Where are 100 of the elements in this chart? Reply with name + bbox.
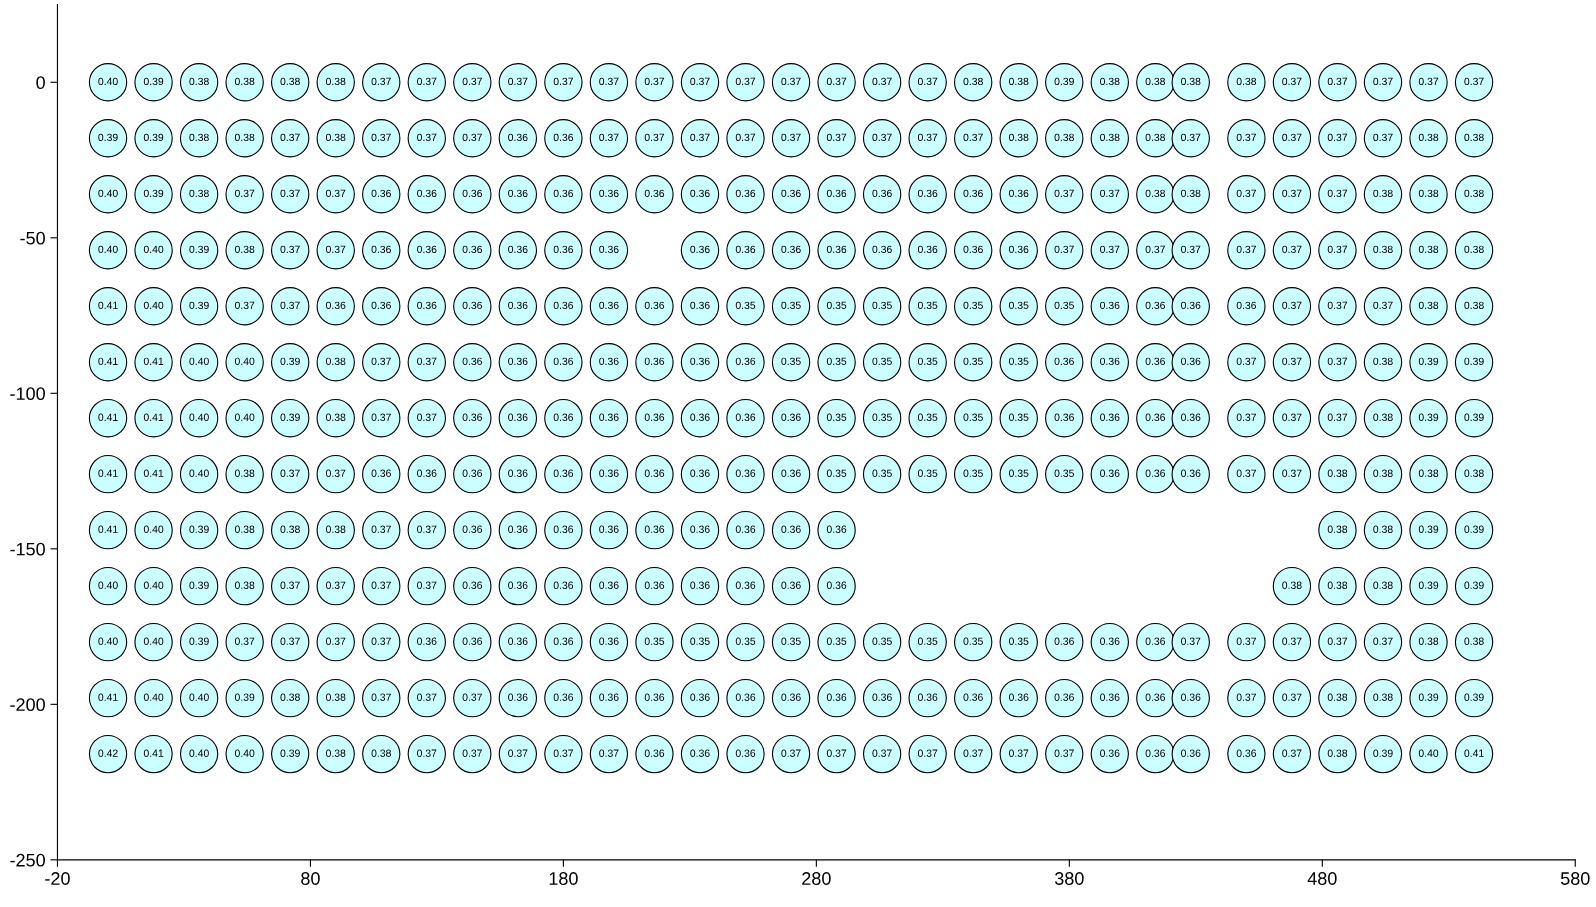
annotation: 0.35: [872, 469, 892, 477]
annotation: 0.40: [143, 581, 164, 589]
annotation: 0.36: [690, 693, 710, 701]
annotation: 0.36: [963, 693, 983, 701]
annotation: 0.39: [143, 133, 164, 142]
annotation: 0.36: [599, 693, 619, 701]
annotation: 0.36: [963, 189, 983, 198]
annotation: 0.35: [963, 637, 983, 645]
annotation: 0.36: [508, 525, 528, 533]
annotation: 0.36: [553, 525, 574, 533]
annotation: 0.37: [234, 637, 255, 645]
point: [88, 678, 128, 718]
annotation: 0.37: [872, 77, 892, 86]
annotation: 0.37: [1327, 357, 1348, 365]
point: [771, 454, 811, 494]
annotation: 0.38: [1373, 581, 1393, 589]
annotation: 0.38: [280, 525, 300, 533]
annotation: 0.37: [1282, 637, 1302, 645]
annotation: 0.41: [98, 693, 118, 701]
point: [1454, 734, 1494, 774]
annotation: 0.37: [1327, 301, 1348, 310]
annotation: 0.36: [417, 301, 437, 310]
annotation: 0.39: [1418, 525, 1439, 533]
annotation: 0.39: [189, 525, 209, 533]
annotation: 0.40: [189, 693, 209, 701]
annotation: 0.38: [1327, 749, 1348, 757]
point: [498, 454, 538, 494]
annotation: 0.37: [325, 637, 346, 645]
annotation: 0.36: [1145, 637, 1166, 645]
annotation: 0.38: [280, 77, 300, 86]
annotation: 0.37: [1100, 189, 1120, 198]
annotation: 0.41: [143, 469, 164, 477]
point: [270, 566, 310, 606]
annotation: 0.35: [1009, 469, 1029, 477]
point: [771, 678, 811, 718]
annotation: 0.36: [599, 581, 619, 589]
annotation: 0.37: [417, 749, 437, 757]
annotation: 0.36: [1181, 749, 1201, 757]
annotation: 0.36: [1054, 693, 1074, 701]
annotation: 0.36: [508, 413, 528, 421]
annotation: 0.37: [735, 133, 756, 142]
annotation: 0.37: [1282, 77, 1302, 86]
annotation: 0.36: [462, 413, 482, 421]
annotation: 0.39: [189, 301, 209, 310]
annotation: 0.35: [917, 637, 938, 645]
annotation: 0.39: [280, 357, 300, 365]
annotation: 0.38: [1181, 189, 1201, 198]
point: [589, 678, 629, 718]
annotation: 0.38: [1464, 133, 1484, 142]
annotation: 0.38: [1418, 469, 1439, 477]
annotation: 0.36: [872, 189, 892, 198]
annotation: 0.35: [735, 301, 756, 310]
annotation: 0.36: [781, 189, 801, 198]
annotation: 0.36: [690, 413, 710, 421]
point: [771, 566, 811, 606]
annotation: 0.38: [1327, 469, 1348, 477]
annotation: 0.40: [98, 77, 118, 86]
annotation: 0.37: [280, 133, 300, 142]
x-tick-label: 580: [1560, 872, 1590, 885]
annotation: 0.37: [1327, 413, 1348, 421]
annotation: 0.36: [644, 749, 665, 757]
annotation: 0.40: [98, 581, 118, 589]
annotation: 0.38: [1100, 133, 1120, 142]
annotation: 0.38: [1464, 245, 1484, 254]
annotation: 0.38: [1373, 469, 1393, 477]
annotation: 0.36: [553, 693, 574, 701]
annotation: 0.41: [98, 357, 118, 365]
annotation: 0.36: [462, 245, 482, 254]
annotation: 0.37: [371, 357, 391, 365]
annotation: 0.37: [1145, 245, 1165, 254]
annotation: 0.39: [189, 581, 209, 589]
annotation: 0.37: [417, 357, 437, 365]
annotation: 0.37: [508, 77, 528, 86]
annotation: 0.39: [1418, 693, 1439, 701]
point: [589, 566, 629, 606]
y-tick-label: 0: [36, 76, 45, 90]
y-tick-label: -100: [10, 387, 45, 401]
annotation: 0.39: [280, 749, 300, 757]
annotation: 0.35: [963, 413, 983, 421]
point: [589, 510, 629, 550]
annotation: 0.37: [963, 133, 983, 142]
annotation: 0.36: [599, 301, 619, 310]
annotation: 0.36: [1181, 693, 1201, 701]
annotation: 0.36: [781, 245, 801, 254]
annotation: 0.36: [508, 245, 528, 254]
annotation: 0.36: [644, 413, 665, 421]
annotation: 0.37: [826, 133, 847, 142]
point: [179, 734, 219, 774]
annotation: 0.39: [1464, 413, 1484, 421]
annotation: 0.35: [826, 301, 847, 310]
point: [771, 734, 811, 774]
annotation: 0.37: [234, 301, 255, 310]
annotation: 0.37: [1009, 749, 1029, 757]
annotation: 0.36: [690, 245, 710, 254]
annotation: 0.35: [872, 413, 892, 421]
annotation: 0.37: [1282, 245, 1302, 254]
annotation: 0.40: [189, 469, 209, 477]
annotation: 0.35: [917, 469, 938, 477]
annotation: 0.35: [781, 357, 801, 365]
annotation: 0.37: [417, 525, 437, 533]
